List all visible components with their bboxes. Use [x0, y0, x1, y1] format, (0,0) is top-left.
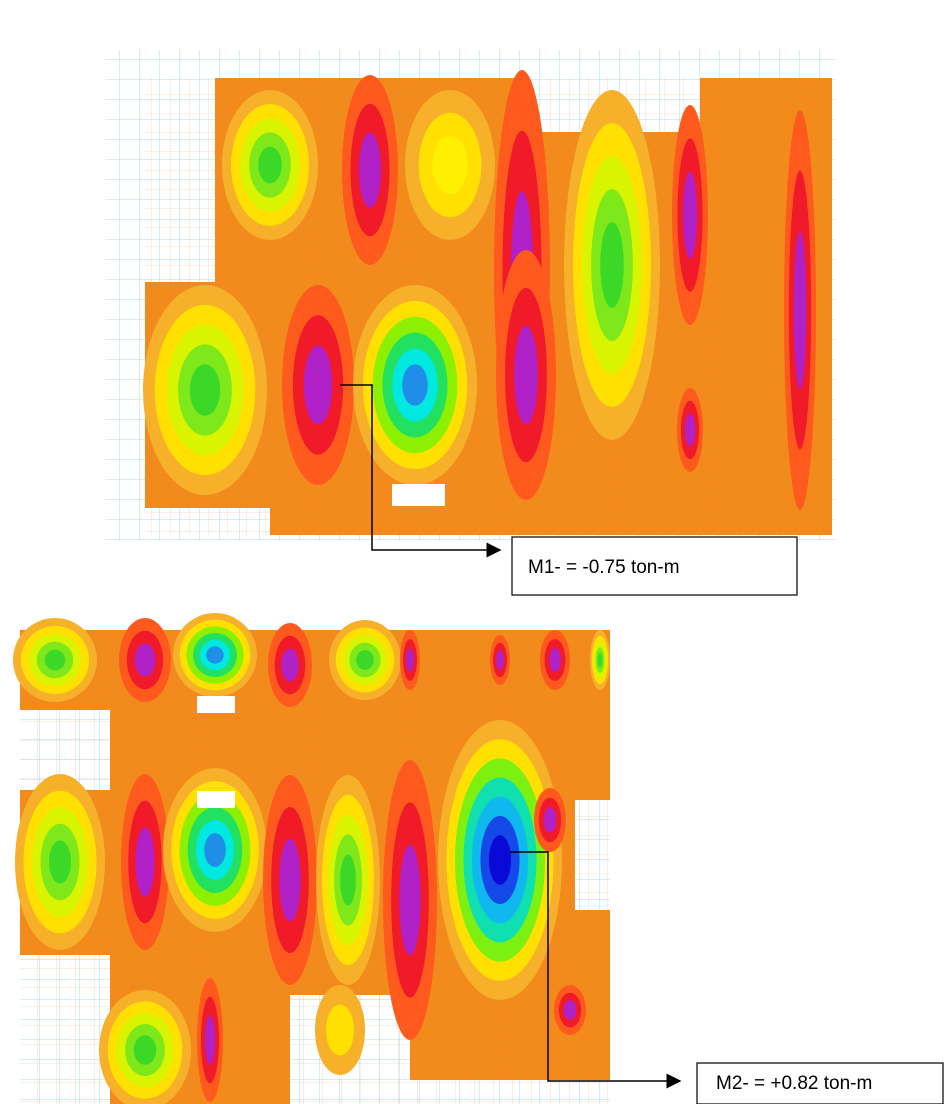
- contour-band: [406, 648, 414, 672]
- contour-band: [206, 646, 223, 663]
- contour-band: [402, 364, 428, 405]
- contour-band: [49, 840, 71, 883]
- contour-band: [258, 147, 282, 184]
- contour-band: [304, 346, 332, 425]
- contour-band: [190, 364, 220, 416]
- figure: M1- = -0.75 ton-m M2- = +0.82 ton-m: [0, 0, 950, 1104]
- contour-band: [326, 1005, 354, 1056]
- contour-band: [135, 643, 155, 676]
- contour-band: [279, 839, 300, 922]
- contour-band: [204, 833, 225, 867]
- contour-plot-1: [105, 50, 835, 540]
- annotation: M2- = +0.82 ton-m: [716, 1073, 872, 1094]
- contour-band: [549, 648, 561, 672]
- contour-band: [134, 1035, 157, 1064]
- contour-band: [794, 231, 807, 389]
- contour-band: [340, 854, 356, 906]
- opening: [197, 696, 235, 713]
- contour-band: [489, 835, 511, 885]
- contour-band: [496, 650, 504, 670]
- annotation: M1- = -0.75 ton-m: [528, 557, 680, 578]
- contour-plot-2: [13, 613, 610, 1104]
- contour-band: [683, 172, 697, 259]
- contour-band: [600, 222, 624, 308]
- contour-band: [205, 1016, 215, 1065]
- contour-band: [45, 650, 66, 671]
- contour-band: [564, 1000, 577, 1020]
- contour-band: [432, 135, 467, 194]
- opening: [197, 791, 235, 808]
- contour-band: [685, 413, 695, 446]
- contour-band: [514, 326, 538, 424]
- contour-band: [544, 807, 557, 832]
- contour-band: [281, 648, 298, 681]
- contour-band: [399, 845, 420, 955]
- contour-band: [598, 653, 603, 668]
- contour-band: [356, 650, 374, 670]
- opening: [392, 484, 445, 506]
- contour-band: [359, 133, 381, 208]
- contour-band: [136, 827, 155, 896]
